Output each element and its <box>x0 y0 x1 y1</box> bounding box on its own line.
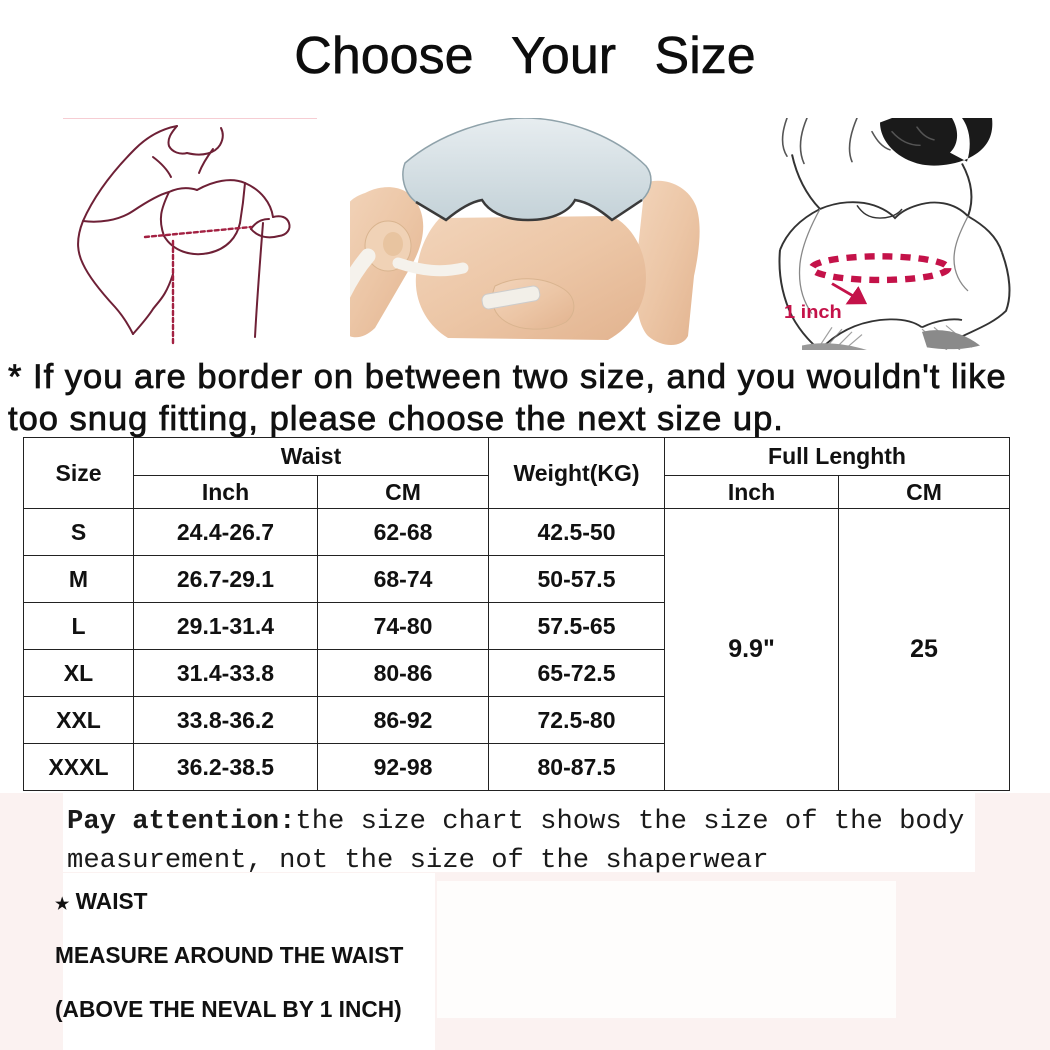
svg-text:1 inch: 1 inch <box>784 303 842 323</box>
